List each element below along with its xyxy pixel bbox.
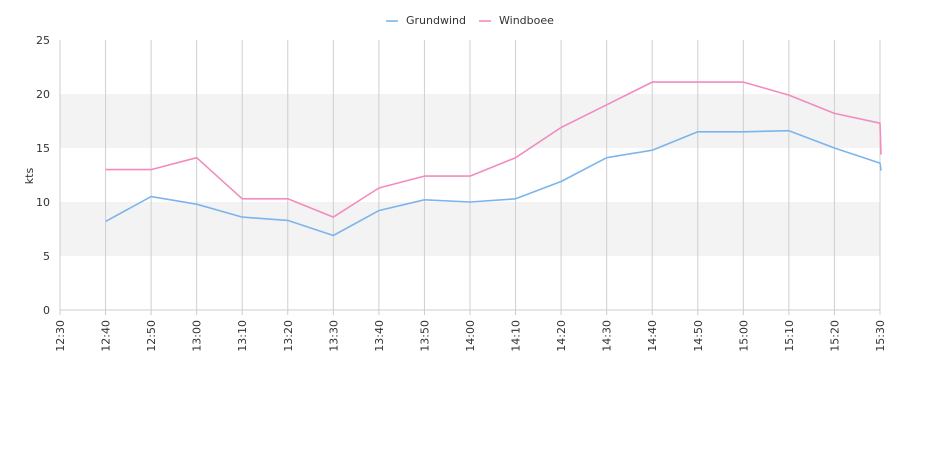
legend-item-windboee[interactable]: Windboee: [499, 14, 554, 27]
legend-item-grundwind[interactable]: Grundwind: [406, 14, 466, 27]
x-tick-label: 13:50: [418, 320, 431, 352]
x-tick-label: 14:00: [464, 320, 477, 352]
x-tick-label: 12:50: [145, 320, 158, 352]
x-tick-label: 12:30: [54, 320, 67, 352]
x-tick-label: 13:20: [282, 320, 295, 352]
x-tick-label: 15:10: [783, 320, 796, 352]
y-tick-label: 20: [36, 88, 50, 101]
y-tick-label: 15: [36, 142, 50, 155]
x-tick-label: 14:40: [646, 320, 659, 352]
x-tick-label: 15:20: [828, 320, 841, 352]
x-tick-label: 14:50: [692, 320, 705, 352]
y-tick-label: 10: [36, 196, 50, 209]
x-tick-label: 13:30: [327, 320, 340, 352]
series-line-grundwind: [105, 129, 882, 237]
x-tick-labels: 12:30 12:40 12:50 13:00 13:10 13:20 13:30 13:40…: [54, 310, 887, 352]
x-tick-label: 13:10: [236, 320, 249, 352]
x-tick-label: 14:10: [510, 320, 523, 352]
vertical-gridlines: [59, 40, 881, 310]
y-tick-labels: 0 5 10 15 20 25: [36, 34, 50, 317]
x-tick-label: 14:30: [601, 320, 614, 352]
y-tick-label: 25: [36, 34, 50, 47]
x-tick-label: 13:40: [373, 320, 386, 352]
y-tick-label: 5: [43, 250, 50, 263]
series-lines: [105, 81, 882, 237]
x-tick-label: 15:30: [874, 320, 887, 352]
y-axis-label: kts: [23, 168, 36, 185]
legend[interactable]: Grundwind Windboee: [386, 14, 554, 27]
x-tick-label: 12:40: [100, 320, 113, 352]
x-tick-label: 15:00: [737, 320, 750, 352]
y-tick-label: 0: [43, 304, 50, 317]
x-tick-label: 14:20: [555, 320, 568, 352]
series-line-windboee: [105, 81, 882, 218]
x-tick-label: 13:00: [191, 320, 204, 352]
